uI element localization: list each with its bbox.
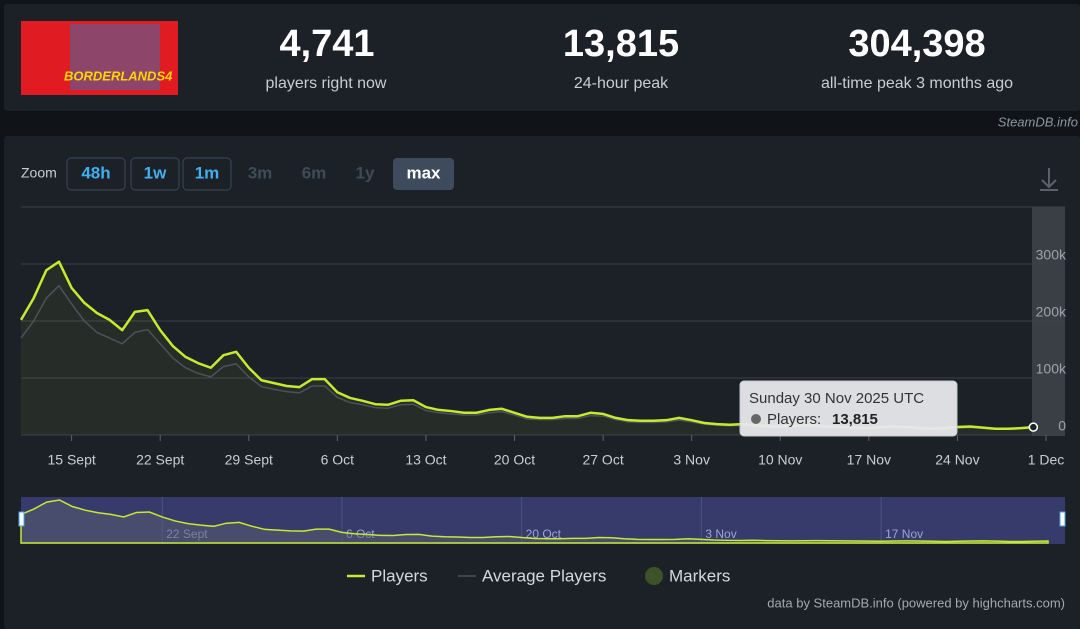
zoom-button[interactable] — [182, 157, 232, 191]
stat-label: 24-hour peak — [574, 75, 669, 92]
legend-label[interactable]: Average Players — [482, 566, 606, 585]
navigator-tick-label: 17 Nov — [885, 527, 923, 541]
stats-card — [4, 4, 1080, 111]
x-tick-label: 13 Oct — [405, 452, 446, 468]
zoom-button[interactable] — [393, 158, 454, 190]
credit[interactable]: data by SteamDB.info (powered by highcha… — [767, 595, 1065, 610]
download-icon[interactable] — [1040, 168, 1058, 191]
players-area — [21, 261, 1034, 435]
zoom-button-label[interactable]: 1m — [195, 163, 220, 182]
zoom-button[interactable] — [130, 157, 180, 191]
x-tick-label: 10 Nov — [758, 452, 802, 468]
tooltip-box — [739, 380, 958, 437]
x-tick-label: 29 Sept — [225, 452, 273, 468]
logo-text: BORDERLANDS4 — [64, 68, 173, 83]
x-tick-label: 1 Dec — [1028, 452, 1065, 468]
x-tick-label: 17 Nov — [847, 452, 891, 468]
stat-value: 4,741 — [279, 23, 374, 65]
x-tick-label: 3 Nov — [673, 452, 710, 468]
y-tick-label: 100k — [1036, 361, 1067, 377]
navigator-tick-label: 3 Nov — [705, 527, 736, 541]
x-tick-label: 20 Oct — [494, 452, 535, 468]
stat-value: 13,815 — [563, 23, 679, 65]
y-tick-label: 300k — [1036, 247, 1067, 263]
zoom-label: Zoom — [21, 165, 57, 181]
navigator-handle[interactable] — [18, 511, 25, 527]
zoom-button-label[interactable]: 1w — [144, 163, 167, 182]
zoom-button-label[interactable]: 48h — [81, 163, 110, 182]
tooltip-label: Players: — [767, 411, 821, 428]
tooltip-date: Sunday 30 Nov 2025 UTC — [749, 390, 924, 407]
stat-value: 304,398 — [848, 23, 985, 65]
zoom-button-label[interactable]: 3m — [248, 163, 273, 182]
hover-point — [1028, 422, 1039, 432]
logo-art — [70, 24, 160, 90]
tooltip-dot — [751, 414, 761, 424]
zoom-button[interactable] — [66, 157, 126, 191]
y-tick-label: 0 — [1058, 418, 1066, 434]
x-tick-label: 24 Nov — [935, 452, 979, 468]
y-tick-label: 200k — [1036, 304, 1067, 320]
legend-label[interactable]: Markers — [669, 566, 730, 585]
stat-label: all-time peak 3 months ago — [821, 75, 1013, 92]
x-tick-label: 22 Sept — [136, 452, 184, 468]
navigator-line — [20, 499, 1049, 544]
x-tick-label: 6 Oct — [321, 452, 355, 468]
navigator-handle[interactable] — [1059, 511, 1066, 527]
zoom-button-label[interactable]: 1y — [356, 163, 375, 182]
x-tick-label: 27 Oct — [582, 452, 623, 468]
navigator-tick-label: 20 Oct — [526, 527, 562, 541]
x-tick-label: 15 Sept — [47, 452, 95, 468]
zoom-button-label[interactable]: 6m — [302, 163, 327, 182]
legend-symbol — [645, 567, 663, 585]
watermark: SteamDB.info — [998, 114, 1078, 129]
legend-label[interactable]: Players — [371, 566, 428, 585]
zoom-button-label[interactable]: max — [406, 163, 441, 182]
tooltip-value: 13,815 — [832, 411, 878, 428]
stat-label: players right now — [266, 75, 387, 92]
